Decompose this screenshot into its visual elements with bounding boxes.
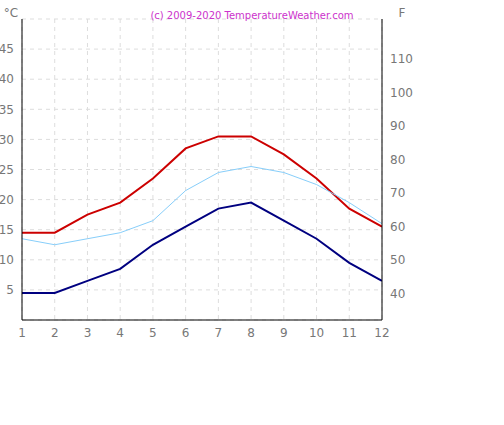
svg-text:40: 40 <box>8 72 14 86</box>
svg-text:7: 7 <box>215 326 223 340</box>
svg-text:60: 60 <box>390 220 405 234</box>
svg-text:F: F <box>399 6 406 20</box>
svg-text:70: 70 <box>390 186 405 200</box>
svg-text:45: 45 <box>8 42 14 56</box>
svg-text:90: 90 <box>390 119 405 133</box>
svg-text:5: 5 <box>149 326 157 340</box>
svg-text:5: 5 <box>8 283 14 297</box>
svg-text:10: 10 <box>8 253 14 267</box>
svg-text:50: 50 <box>390 253 405 267</box>
svg-text:11: 11 <box>342 326 357 340</box>
svg-text:10: 10 <box>309 326 324 340</box>
svg-text:9: 9 <box>280 326 288 340</box>
svg-text:20: 20 <box>8 193 14 207</box>
svg-text:8: 8 <box>247 326 255 340</box>
html-text:(c) 2009-2020 TemperatureWeath: (c) 2009-2020 TemperatureWeather.com <box>150 10 354 21</box>
svg-text:4: 4 <box>116 326 124 340</box>
svg-text:°C: °C <box>8 6 18 20</box>
svg-text:40: 40 <box>390 287 405 301</box>
svg-text:1: 1 <box>18 326 26 340</box>
svg-text:25: 25 <box>8 163 14 177</box>
svg-text:100: 100 <box>390 86 413 100</box>
svg-text:110: 110 <box>390 52 413 66</box>
svg-text:30: 30 <box>8 133 14 147</box>
svg-text:80: 80 <box>390 153 405 167</box>
svg-text:2: 2 <box>51 326 59 340</box>
svg-text:6: 6 <box>182 326 190 340</box>
svg-text:3: 3 <box>84 326 92 340</box>
svg-text:12: 12 <box>374 326 389 340</box>
svg-text:15: 15 <box>8 223 14 237</box>
svg-text:35: 35 <box>8 103 14 117</box>
